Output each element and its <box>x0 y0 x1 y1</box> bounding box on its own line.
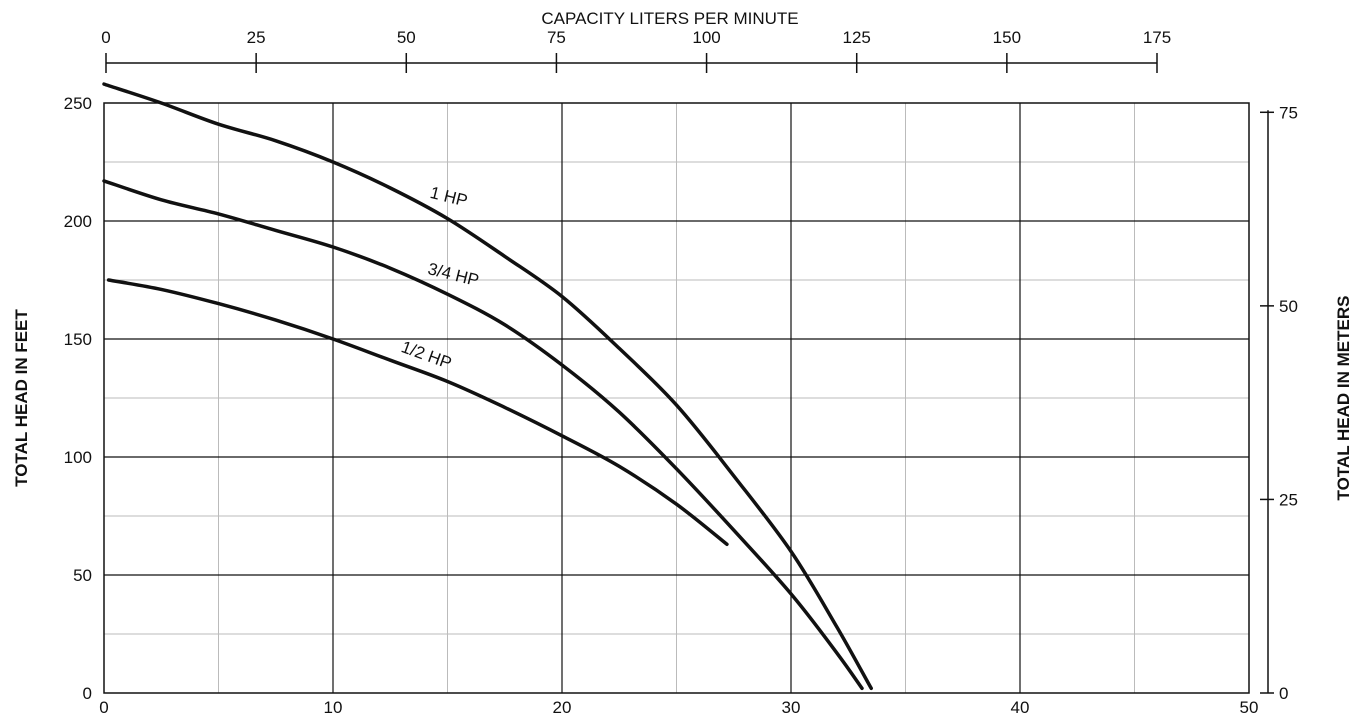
y-axis-left: 0 50 100 150 200 250 <box>64 94 92 703</box>
right-axis-tick-label: 0 <box>1279 684 1288 703</box>
top-axis-liters: 0 25 50 75 100 125 150 175 <box>101 28 1171 73</box>
top-axis-tick-label: 50 <box>397 28 416 47</box>
x-tick-label: 50 <box>1240 698 1259 715</box>
y-tick-label: 250 <box>64 94 92 113</box>
y-tick-label: 150 <box>64 330 92 349</box>
x-tick-label: 0 <box>99 698 108 715</box>
plot-border <box>103 102 1250 694</box>
x-tick-label: 30 <box>782 698 801 715</box>
curve-1-hp <box>102 82 873 691</box>
curve-1-2-hp <box>106 278 729 547</box>
y-axis-right-title: TOTAL HEAD IN METERS <box>1334 296 1353 501</box>
y-tick-label: 0 <box>83 684 92 703</box>
top-axis-tick-label: 75 <box>547 28 566 47</box>
plot-frame <box>103 102 1250 694</box>
top-axis-tick-label: 0 <box>101 28 110 47</box>
y-axis-left-title: TOTAL HEAD IN FEET <box>12 309 31 487</box>
right-axis-meters: 0 25 50 75 <box>1260 103 1298 703</box>
top-axis-tick-label: 25 <box>247 28 266 47</box>
minor-grid <box>104 103 1249 693</box>
y-tick-label: 200 <box>64 212 92 231</box>
x-tick-label: 40 <box>1011 698 1030 715</box>
y-tick-label: 50 <box>73 566 92 585</box>
x-tick-label: 20 <box>553 698 572 715</box>
curve-3-4-hp <box>102 179 864 691</box>
top-axis-tick-label: 175 <box>1143 28 1171 47</box>
x-axis-bottom: 0 10 20 30 40 50 <box>99 698 1258 715</box>
top-axis-tick-label: 125 <box>843 28 871 47</box>
top-axis-tick-label: 100 <box>692 28 720 47</box>
series-curves: 1 HP3/4 HP1/2 HP <box>102 82 873 691</box>
y-tick-label: 100 <box>64 448 92 467</box>
curve-label-1-hp: 1 HP <box>428 183 469 211</box>
top-axis-title: CAPACITY LITERS PER MINUTE <box>541 9 798 28</box>
x-tick-label: 10 <box>324 698 343 715</box>
top-axis-tick-label: 150 <box>993 28 1021 47</box>
right-axis-tick-label: 50 <box>1279 297 1298 316</box>
right-axis-tick-label: 75 <box>1279 103 1298 122</box>
right-axis-tick-label: 25 <box>1279 490 1298 509</box>
curve-label-3-4-hp: 3/4 HP <box>426 259 481 290</box>
